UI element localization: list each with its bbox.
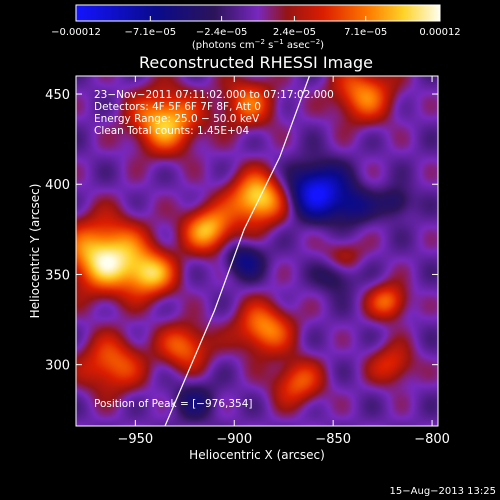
plot-frame <box>75 75 439 427</box>
annotation-line: Clean Total counts: 1.45E+04 <box>94 125 249 137</box>
peak-position-label: Position of Peak = [−976,354] <box>94 398 253 410</box>
annotation-line: Energy Range: 25.0 − 50.0 keV <box>94 113 260 125</box>
date-stamp: 15−Aug−2013 13:25 <box>390 486 496 497</box>
colorbar-tick-label: 0.00012 <box>419 27 460 38</box>
colorbar-gradient <box>76 5 440 21</box>
y-axis-ticks: 300 350 400 450 <box>45 88 438 374</box>
colorbar-ticks: −0.00012 −7.1e−05 −2.4e−05 2.4e−05 7.1e−05 0.… <box>51 16 461 38</box>
chart-title: Reconstructed RHESSI Image <box>139 53 373 72</box>
y-tick-label: 450 <box>45 88 70 103</box>
x-tick-label: −800 <box>414 432 450 447</box>
annotation-line: Detectors: 4F 5F 6F 7F 8F, Att 0 <box>94 101 261 113</box>
colorbar-tick-label: −0.00012 <box>51 27 101 38</box>
colorbar-tick-label: 2.4e−05 <box>273 27 316 38</box>
colorbar-units: (photons cm−2 s−1 asec−2) <box>192 38 324 51</box>
y-tick-label: 400 <box>45 178 70 193</box>
solar-limb-line <box>164 75 310 427</box>
x-tick-label: −850 <box>315 432 351 447</box>
x-tick-label: −950 <box>117 432 153 447</box>
heatmap-image <box>76 76 438 426</box>
colorbar: −0.00012 −7.1e−05 −2.4e−05 2.4e−05 7.1e−05 0.… <box>51 4 461 51</box>
colorbar-tick-label: 7.1e−05 <box>344 27 387 38</box>
colorbar-tick-label: −7.1e−05 <box>125 27 177 38</box>
colorbar-tick-label: −2.4e−05 <box>196 27 248 38</box>
y-tick-label: 300 <box>45 359 70 374</box>
y-axis-label: Heliocentric Y (arcsec) <box>28 184 42 319</box>
y-tick-label: 350 <box>45 268 70 283</box>
annotation-line: 23−Nov−2011 07:11:02.000 to 07:17:02.000 <box>94 89 334 101</box>
x-axis-label: Heliocentric X (arcsec) <box>189 448 325 462</box>
annotation-block: 23−Nov−2011 07:11:02.000 to 07:17:02.000… <box>94 89 334 137</box>
x-tick-label: −900 <box>216 432 252 447</box>
x-axis-ticks: −950 −900 −850 −800 <box>117 76 450 447</box>
